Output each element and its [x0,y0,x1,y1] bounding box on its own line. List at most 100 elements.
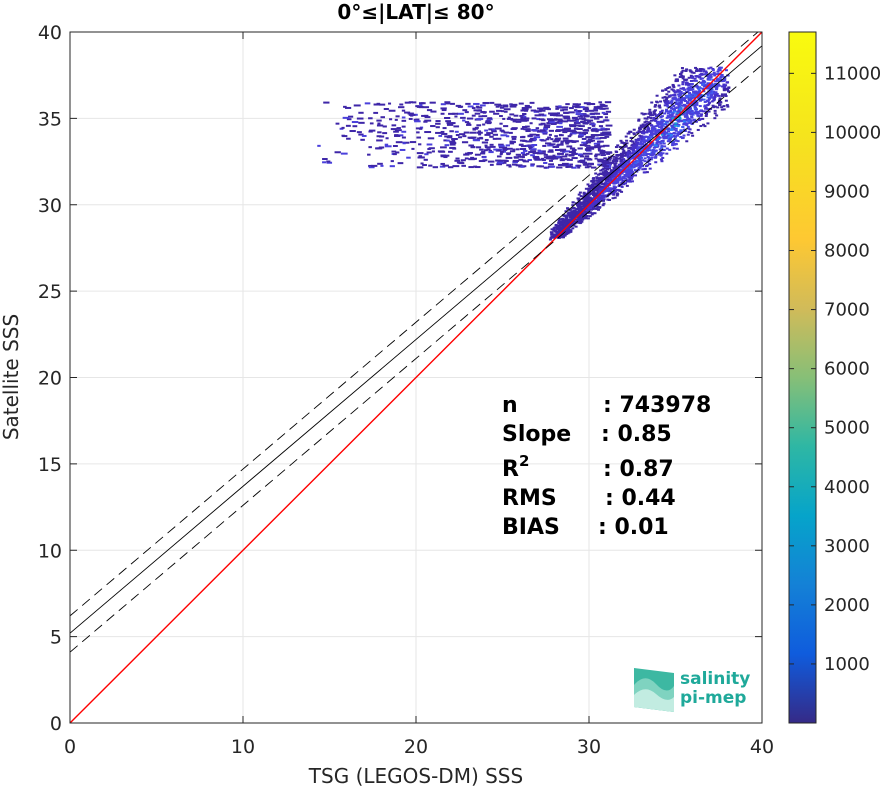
density-cell [530,137,537,140]
density-cell [404,101,411,104]
density-cell [650,101,654,104]
density-cell [646,129,650,132]
density-cell [389,118,393,121]
density-cell [674,80,678,83]
density-cell [642,129,646,132]
density-cell [499,115,503,118]
density-cell [632,150,636,153]
density-cell [674,139,678,142]
density-cell [677,95,681,98]
density-cell [418,155,423,158]
density-cell [505,144,510,147]
density-cell [570,217,574,220]
density-cell [512,161,519,164]
density-cell [701,117,705,120]
density-cell [606,178,610,181]
density-cell [617,178,621,181]
density-cell [590,123,596,126]
density-cell [518,102,524,105]
density-cell [715,92,719,95]
density-cell [504,160,509,163]
density-cell [688,99,692,102]
density-cell [712,90,716,93]
density-cell [604,183,608,186]
density-cell [639,124,643,127]
density-cell [587,162,594,165]
density-cell [640,164,644,167]
density-cell [565,227,569,230]
density-cell [680,71,684,74]
density-cell [543,166,548,169]
density-cell [708,101,712,104]
density-cell [486,132,494,135]
density-cell [664,123,668,126]
density-cell [576,216,580,219]
density-cell [589,136,594,139]
density-cell [517,155,522,158]
density-cell [568,154,575,157]
density-cell [550,157,555,160]
density-cell [580,214,584,217]
density-cell [575,120,579,123]
density-cell [606,172,610,175]
density-cell [690,109,694,112]
density-cell [673,135,677,138]
density-cell [714,91,718,94]
density-cell [573,105,580,108]
density-cell [618,183,622,186]
density-cell [584,196,588,199]
density-cell [475,105,480,108]
logo-text-line1: salinity [680,669,750,689]
density-cell [540,150,546,153]
density-cell [647,156,651,159]
density-cell [666,134,670,137]
density-cell [637,118,641,121]
density-cell [590,134,598,137]
density-cell [685,113,689,116]
density-cell [588,202,592,205]
fit-lower-dashed-line [70,64,762,653]
density-cell [600,194,604,197]
density-cell [627,132,631,135]
density-cell [711,68,715,71]
density-cell [667,90,671,93]
density-cell [636,155,640,158]
density-cell [572,212,576,215]
density-cell [634,162,638,165]
density-cell [700,72,704,75]
density-cell [719,66,723,69]
density-cell [595,177,599,180]
density-cell [500,134,508,137]
density-cell [660,111,664,114]
density-cell [637,163,641,166]
density-cell [473,109,480,112]
density-cell [565,217,569,220]
density-cell [591,203,595,206]
density-cell [398,106,405,109]
density-cell [563,111,570,114]
density-cell [577,135,583,138]
density-cell [592,201,596,204]
density-cell [633,155,637,158]
density-cell [692,118,696,121]
density-cell [655,130,659,133]
density-cell [644,154,648,157]
density-cell [720,93,724,96]
density-cell [565,142,569,145]
density-cell [560,109,565,112]
density-cell [642,131,646,134]
density-cell [564,232,568,235]
stat-n-label: n [502,393,518,418]
density-cell [592,127,597,130]
density-cell [594,145,599,148]
density-cell [618,189,622,192]
density-cell [657,152,661,155]
density-cell [521,107,529,110]
density-cell [390,128,397,131]
density-cell [578,206,582,209]
density-cell [595,112,601,115]
density-cell [624,153,628,156]
density-cell [630,180,634,183]
density-cell [639,160,643,163]
density-cell [473,165,478,168]
